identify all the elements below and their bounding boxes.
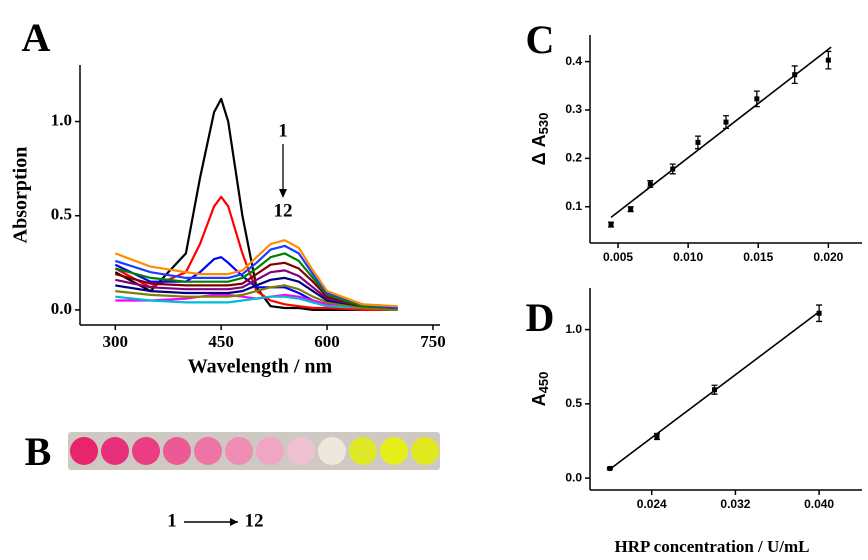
sequence-arrowhead — [230, 518, 238, 526]
y-tick-label: 0.0 — [51, 299, 72, 318]
y-tick-label: 0.2 — [565, 151, 582, 165]
data-point — [654, 434, 660, 440]
y-tick-label: 0.4 — [565, 54, 582, 68]
data-point — [711, 387, 717, 393]
spectrum-line — [114, 195, 398, 311]
y-tick-label: 0.5 — [51, 205, 72, 224]
data-point — [723, 119, 729, 125]
y-tick-label: 0.0 — [565, 470, 582, 484]
spectrum-line — [114, 244, 398, 310]
spectrum-line — [114, 239, 398, 308]
x-tick-label: 450 — [208, 332, 234, 351]
panel-label: D — [526, 295, 555, 340]
y-tick-label: 0.3 — [565, 102, 582, 116]
y-axis-label: Absorption — [10, 147, 32, 244]
x-axis-label: HRP concentration / U/mL — [614, 537, 809, 556]
annotation: 12 — [274, 200, 293, 221]
y-axis-label-subscript: 530 — [536, 113, 551, 135]
data-point — [825, 57, 831, 63]
data-point — [695, 139, 701, 145]
spectrum-line — [115, 284, 398, 311]
spectrum-line — [115, 295, 398, 311]
x-tick-label: 0.040 — [804, 497, 834, 511]
data-point — [607, 465, 613, 471]
x-tick-label: 0.032 — [720, 497, 750, 511]
y-tick-label: 0.5 — [565, 396, 582, 410]
panel-label: B — [25, 429, 52, 474]
y-axis-label: A450 — [529, 372, 552, 407]
y-axis-label-main: Δ A — [529, 134, 549, 165]
data-point — [647, 181, 653, 187]
y-tick-label: 1.0 — [565, 322, 582, 336]
sequence-end: 12 — [245, 510, 264, 531]
panel-label: A — [22, 15, 51, 60]
data-point — [816, 310, 822, 316]
data-point — [792, 72, 798, 78]
data-point — [628, 206, 634, 212]
y-tick-label: 1.0 — [51, 110, 72, 129]
spectrum-line — [115, 252, 398, 310]
spectrum-line — [114, 97, 398, 311]
spectrum-line — [115, 269, 398, 310]
x-tick-label: 0.005 — [603, 250, 633, 264]
y-axis-label-subscript: 450 — [536, 372, 551, 394]
spectrum-line — [115, 276, 398, 310]
data-point — [754, 96, 760, 102]
x-tick-label: 600 — [314, 332, 340, 351]
panel-label: C — [526, 17, 555, 62]
sequence-start: 1 — [167, 510, 177, 531]
annotation-arrowhead — [279, 189, 287, 198]
x-tick-label: 0.020 — [813, 250, 843, 264]
x-tick-label: 0.024 — [637, 497, 667, 511]
data-point — [608, 222, 614, 228]
x-tick-label: 0.010 — [673, 250, 703, 264]
y-axis-label-main: A — [529, 393, 549, 406]
x-tick-label: 300 — [103, 332, 129, 351]
well-photo — [68, 432, 440, 470]
x-tick-label: 750 — [420, 332, 446, 351]
spectrum-line — [115, 261, 398, 310]
fit-line — [610, 46, 832, 218]
data-point — [670, 166, 676, 172]
x-tick-label: 0.015 — [743, 250, 773, 264]
x-axis-label: Wavelength / nm — [188, 356, 333, 378]
y-axis-label: Δ A530 — [529, 113, 552, 166]
annotation: 1 — [278, 120, 288, 141]
y-tick-label: 0.1 — [565, 199, 582, 213]
